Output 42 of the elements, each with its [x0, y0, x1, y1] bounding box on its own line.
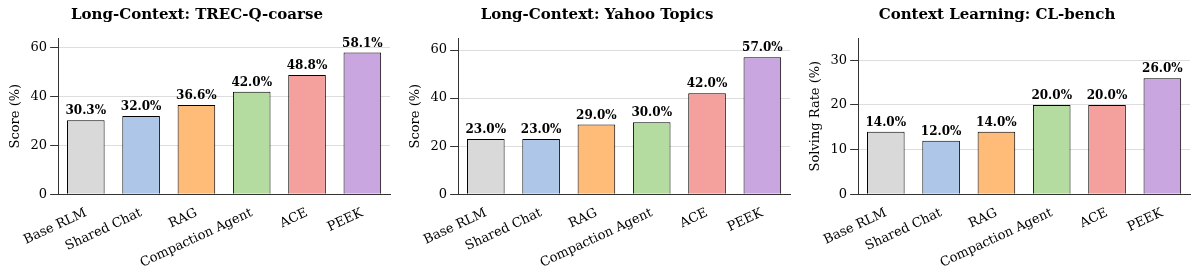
y-axis-title: Score (%) — [7, 83, 23, 149]
y-tick-label: 10 — [830, 140, 848, 156]
data-label: 57.0% — [742, 40, 784, 55]
x-tick-label: RAG — [565, 204, 600, 231]
chart-title: Long-Context: TREC-Q-coarse — [71, 4, 323, 23]
y-tick-label: 60 — [30, 39, 48, 55]
data-label: 29.0% — [576, 107, 618, 122]
x-tick-label: RAG — [165, 204, 200, 231]
data-label: 20.0% — [1031, 88, 1073, 103]
data-label: 32.0% — [120, 99, 163, 114]
data-label: 30.0% — [631, 105, 673, 120]
y-tick-label: 20 — [30, 136, 48, 152]
data-label: 23.0% — [465, 122, 507, 137]
data-label: 26.0% — [1142, 61, 1184, 76]
y-tick-label: 20 — [830, 96, 848, 112]
y-axis-title: Score (%) — [407, 83, 423, 149]
data-label: 14.0% — [865, 114, 907, 129]
x-tick-label: ACE — [1076, 204, 1110, 231]
y-tick-label: 0 — [838, 185, 848, 201]
y-tick-label: 0 — [438, 185, 448, 201]
data-label: 20.0% — [1086, 88, 1128, 103]
data-label: 42.0% — [231, 74, 273, 89]
y-tick-label: 60 — [430, 41, 448, 57]
data-label: 36.6% — [176, 88, 218, 103]
data-label: 30.3% — [65, 103, 107, 118]
data-label: 23.0% — [520, 122, 563, 137]
y-tick-label: 0 — [38, 185, 48, 201]
y-tick-label: 20 — [430, 137, 448, 153]
x-tick-label: ACE — [676, 204, 710, 231]
chart-title: Long-Context: Yahoo Topics — [480, 4, 714, 23]
data-label: 42.0% — [686, 76, 728, 91]
y-axis-title: Solving Rate (%) — [807, 60, 823, 172]
data-label: 14.0% — [976, 114, 1018, 129]
y-tick-label: 30 — [830, 51, 848, 67]
data-label: 12.0% — [920, 123, 963, 138]
chart-title: Context Learning: CL-bench — [878, 4, 1116, 23]
y-tick-label: 40 — [430, 89, 448, 105]
x-tick-label: ACE — [276, 204, 310, 231]
data-label: 58.1% — [342, 35, 384, 50]
y-tick-label: 40 — [30, 87, 48, 103]
data-label: 48.8% — [286, 58, 328, 73]
x-tick-label: RAG — [965, 204, 1000, 231]
